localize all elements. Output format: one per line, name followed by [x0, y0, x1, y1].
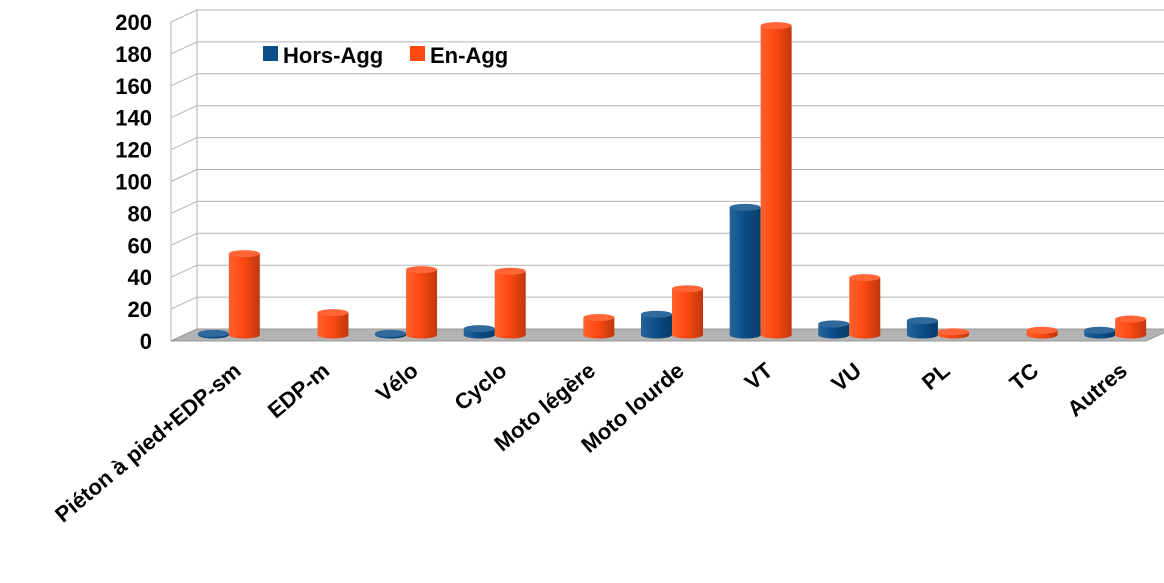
- side-gridline: [170, 296, 198, 310]
- bar-en-agg-cyclo: [494, 267, 526, 339]
- bar-top: [906, 317, 938, 325]
- bar-en-agg-moto-lourde: [672, 285, 703, 339]
- bar-body: [849, 277, 881, 339]
- bar-body: [317, 312, 349, 339]
- bar-top: [760, 22, 792, 30]
- bar-hors-agg-pieton-a-pied-edp-sm: [197, 329, 229, 339]
- bar-top: [406, 266, 438, 274]
- x-tick-label: Autres: [1062, 358, 1131, 422]
- grid-layer: [170, 9, 1164, 342]
- side-gridline: [170, 264, 198, 278]
- y-tick-label: 80: [128, 201, 152, 226]
- y-tick-label: 40: [128, 265, 152, 290]
- side-gridline: [170, 200, 198, 214]
- bar-en-agg-tc: [1026, 326, 1058, 339]
- x-tick-label: TC: [1005, 358, 1044, 396]
- bar-top: [672, 285, 703, 293]
- bar-body: [729, 207, 761, 339]
- x-tick-label: Vélo: [371, 358, 423, 407]
- side-gridline: [170, 137, 198, 151]
- bar-en-agg-pieton-a-pied-edp-sm: [228, 250, 260, 339]
- bar-en-agg-vt: [760, 22, 792, 339]
- bar-top: [849, 274, 881, 282]
- bar-top: [494, 267, 526, 275]
- bar-hors-agg-vt: [729, 203, 761, 339]
- bar-body: [672, 288, 703, 339]
- y-tick-label: 20: [128, 297, 152, 322]
- bar-top: [1084, 326, 1116, 334]
- side-gridline: [170, 169, 198, 182]
- x-tick-label: VT: [740, 357, 778, 395]
- bar-top: [937, 328, 969, 336]
- bar-top: [317, 309, 349, 317]
- bar-body: [760, 25, 792, 339]
- x-tick-label: Cyclo: [449, 358, 511, 416]
- bar-body: [1115, 319, 1147, 339]
- bar-hors-agg-autres: [1084, 326, 1116, 339]
- legend-label-en-agg: En-Agg: [430, 43, 508, 68]
- legend: Hors-Agg En-Agg: [263, 43, 508, 68]
- bar-en-agg-moto-legere: [583, 313, 615, 339]
- bar-hors-agg-vu: [818, 320, 850, 339]
- bar-layer: [197, 22, 1147, 339]
- x-tick-label: VU: [827, 358, 866, 397]
- y-tick-label: 120: [115, 138, 152, 163]
- legend-swatch-hors-agg: [263, 46, 278, 61]
- side-gridline: [170, 9, 198, 23]
- bar-hors-agg-cyclo: [463, 325, 495, 339]
- bar-top: [818, 320, 850, 328]
- y-tick-label: 0: [140, 329, 152, 354]
- bar-body: [494, 271, 526, 339]
- side-gridline: [170, 105, 198, 119]
- bar-en-agg-velo: [406, 266, 438, 339]
- y-tick-label: 200: [115, 10, 152, 35]
- bar-hors-agg-pl: [906, 317, 938, 339]
- bar-top: [1026, 326, 1058, 334]
- bar-body: [228, 253, 260, 339]
- bar-top: [197, 329, 229, 337]
- y-tick-label: 60: [128, 233, 152, 258]
- bar-top: [228, 250, 260, 258]
- bar-en-agg-autres: [1115, 315, 1147, 339]
- bar-en-agg-vu: [849, 274, 881, 339]
- x-tick-label: EDP-m: [263, 358, 334, 424]
- bar-top: [729, 203, 761, 211]
- x-tick-label: PL: [917, 358, 955, 395]
- y-tick-label: 180: [115, 42, 152, 67]
- bar-top: [375, 329, 407, 337]
- bar-top: [463, 325, 495, 333]
- x-tick-label: Piéton à pied+EDP-sm: [50, 358, 245, 528]
- y-tick-label: 100: [115, 170, 152, 195]
- bar-top: [583, 313, 615, 321]
- bar-body: [818, 323, 850, 339]
- legend-label-hors-agg: Hors-Agg: [283, 43, 383, 68]
- y-tick-label: 140: [115, 106, 152, 131]
- legend-swatch-en-agg: [410, 46, 425, 61]
- y-tick-label: 160: [115, 74, 152, 99]
- side-gridline: [170, 73, 198, 87]
- bar-body: [406, 269, 438, 339]
- bar-body: [906, 320, 938, 339]
- bar-hors-agg-moto-lourde: [641, 310, 672, 339]
- bar-top: [641, 310, 672, 318]
- bar-en-agg-pl: [937, 328, 969, 339]
- bar-en-agg-edp-m: [317, 309, 349, 339]
- bar-hors-agg-velo: [375, 329, 407, 339]
- side-gridline: [170, 41, 198, 55]
- side-gridline: [170, 232, 198, 246]
- bar-body: [583, 317, 615, 339]
- bar-top: [1115, 315, 1147, 323]
- bar-body: [641, 314, 672, 339]
